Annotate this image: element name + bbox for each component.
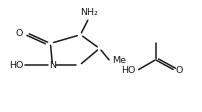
- Text: N: N: [49, 61, 56, 70]
- Text: O: O: [175, 66, 182, 75]
- Text: HO: HO: [121, 66, 135, 75]
- Text: O: O: [15, 29, 22, 38]
- Text: NH₂: NH₂: [80, 8, 98, 17]
- Text: HO: HO: [9, 61, 23, 70]
- Text: Me: Me: [112, 56, 126, 65]
